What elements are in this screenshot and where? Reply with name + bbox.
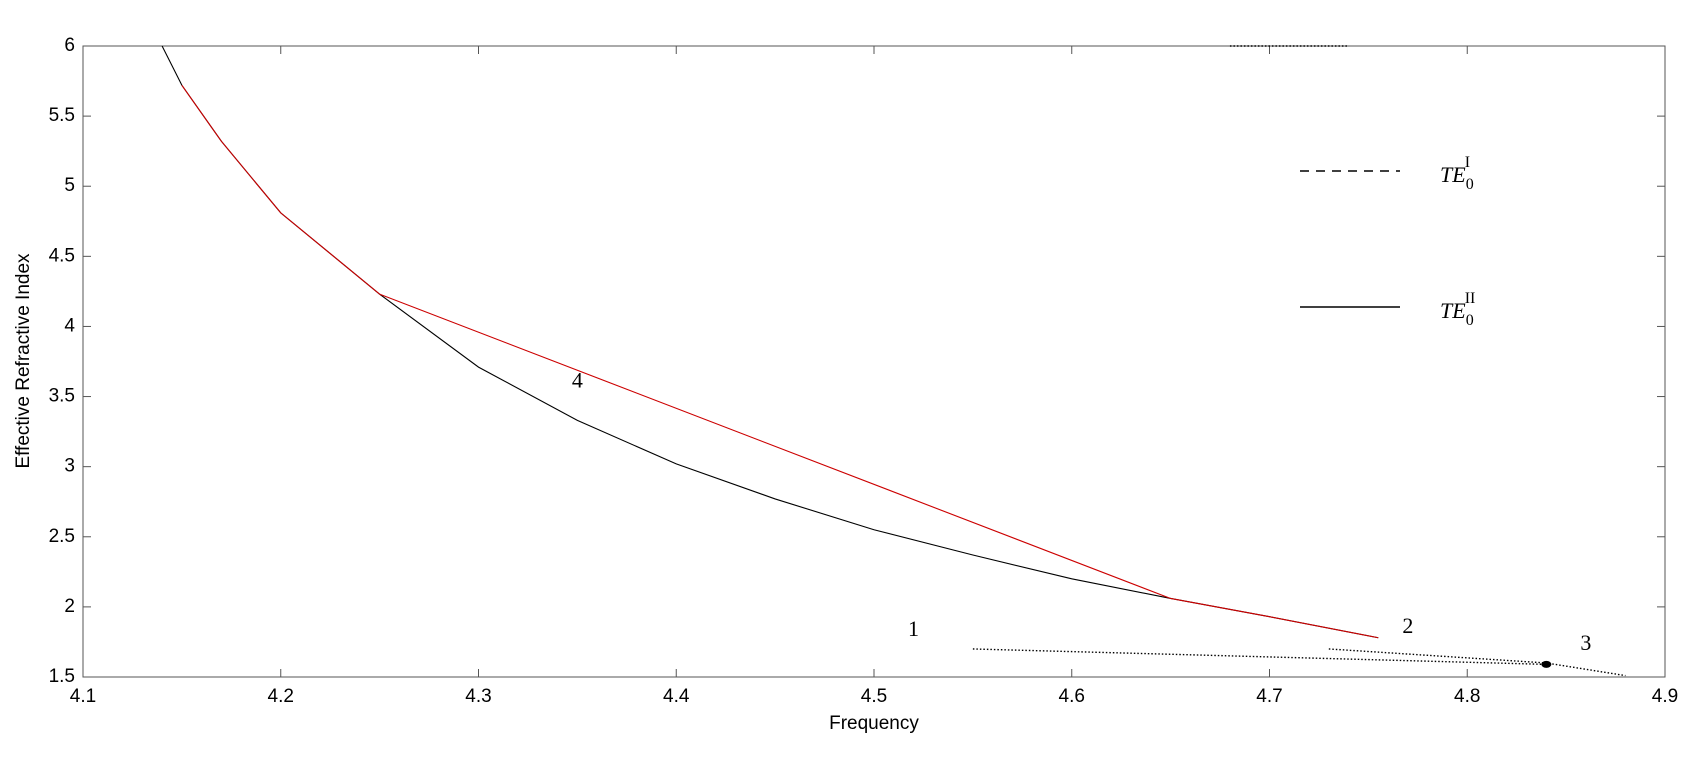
legend-label: TE0 II	[1440, 290, 1475, 329]
x-tick-label: 4.5	[861, 686, 887, 707]
x-tick-label: 4.8	[1454, 686, 1480, 707]
x-tick-label: 4.1	[70, 686, 96, 707]
x-tick-label: 4.2	[268, 686, 294, 707]
y-tick-label: 5.5	[49, 105, 75, 126]
y-tick-label: 2	[64, 596, 75, 617]
annotation: 4	[572, 368, 583, 393]
y-axis-label: Effective Refractive Index	[13, 253, 34, 469]
x-axis-label: Frequency	[829, 713, 919, 734]
x-tick-label: 4.9	[1652, 686, 1678, 707]
annotation: 1	[908, 616, 919, 641]
x-tick-label: 4.4	[663, 686, 690, 707]
y-tick-label: 4	[64, 315, 75, 336]
x-tick-label: 4.3	[465, 686, 491, 707]
y-tick-label: 4.5	[49, 245, 75, 266]
legend-sub: 0	[1466, 312, 1474, 329]
series-line	[161, 45, 1379, 639]
legend-sup: II	[1465, 290, 1476, 307]
x-tick-label: 4.6	[1059, 686, 1085, 707]
x-tick-label: 4.7	[1256, 686, 1282, 707]
y-tick-label: 2.5	[49, 526, 75, 547]
marker-point	[1541, 660, 1552, 668]
y-tick-label: 6	[64, 35, 75, 56]
legend-label: TE0 I	[1440, 154, 1474, 193]
legend-sup: I	[1465, 154, 1470, 171]
annotation: 3	[1580, 630, 1591, 655]
annotation: 2	[1402, 613, 1413, 638]
legend-name: TE	[1440, 298, 1466, 323]
y-tick-label: 3	[64, 456, 75, 477]
series-line	[181, 84, 1379, 639]
plot-frame	[82, 45, 1666, 678]
legend-sub: 0	[1466, 176, 1474, 193]
legend-name: TE	[1440, 162, 1466, 187]
series-line	[972, 45, 1626, 677]
y-tick-label: 3.5	[49, 386, 75, 407]
y-tick-label: 1.5	[49, 666, 75, 687]
y-tick-label: 5	[64, 175, 75, 196]
